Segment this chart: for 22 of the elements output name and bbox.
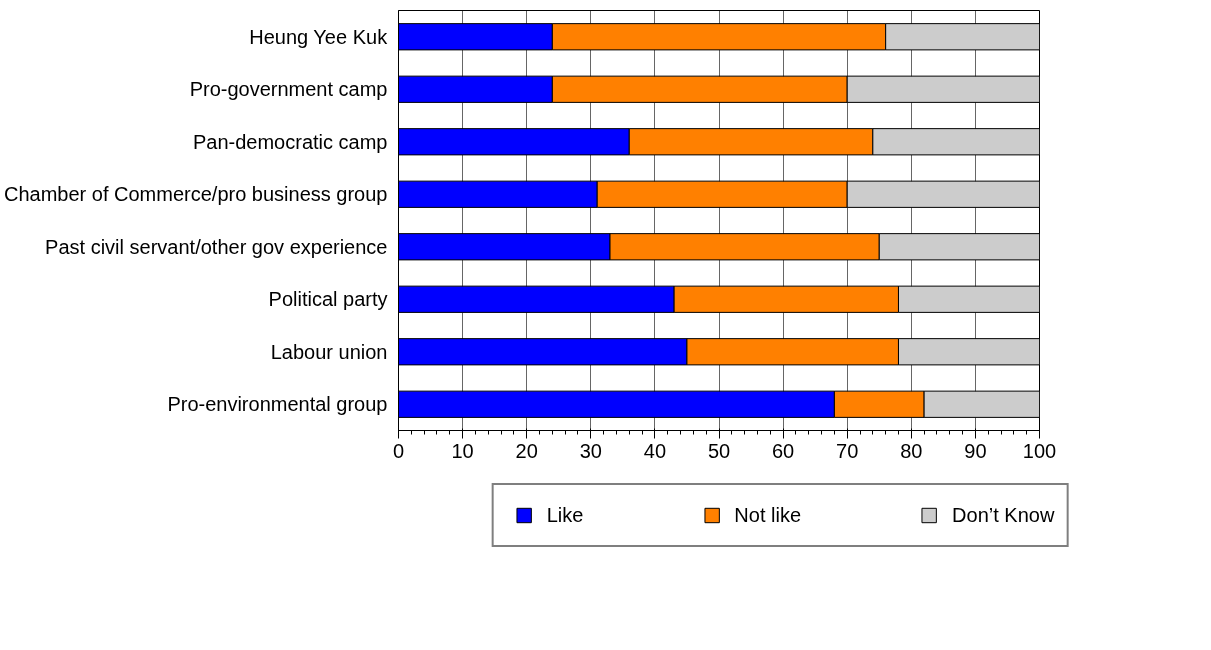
x-tick-label: 40 [643,439,667,462]
x-tick-label: 100 [1022,439,1057,462]
x-tick-label: 20 [515,439,538,462]
y-tick-label: Pro-environmental group [167,393,388,416]
x-tick-label: 80 [900,439,923,462]
legend-label: Like [546,503,584,527]
y-tick-label: Labour union [270,340,388,363]
legend-label: Don’t Know [952,503,1055,527]
x-tick-label: 60 [771,439,795,462]
x-tick-label: 0 [392,439,405,462]
legend-label: Not like [734,503,802,527]
x-tick-label: 70 [836,439,859,462]
y-tick-label: Past civil servant/other gov experience [45,235,388,258]
y-tick-label: Chamber of Commerce/pro business group [3,183,388,206]
y-tick-label: Political party [268,288,388,311]
x-tick-label: 50 [707,439,731,462]
x-tick-label: 30 [579,439,602,462]
x-tick-label: 90 [964,439,987,462]
y-tick-label: Pan-democratic camp [192,130,388,153]
y-tick-label: Pro-government camp [189,78,388,101]
y-tick-label: Heung Yee Kuk [249,25,389,48]
x-tick-label: 10 [451,439,474,462]
